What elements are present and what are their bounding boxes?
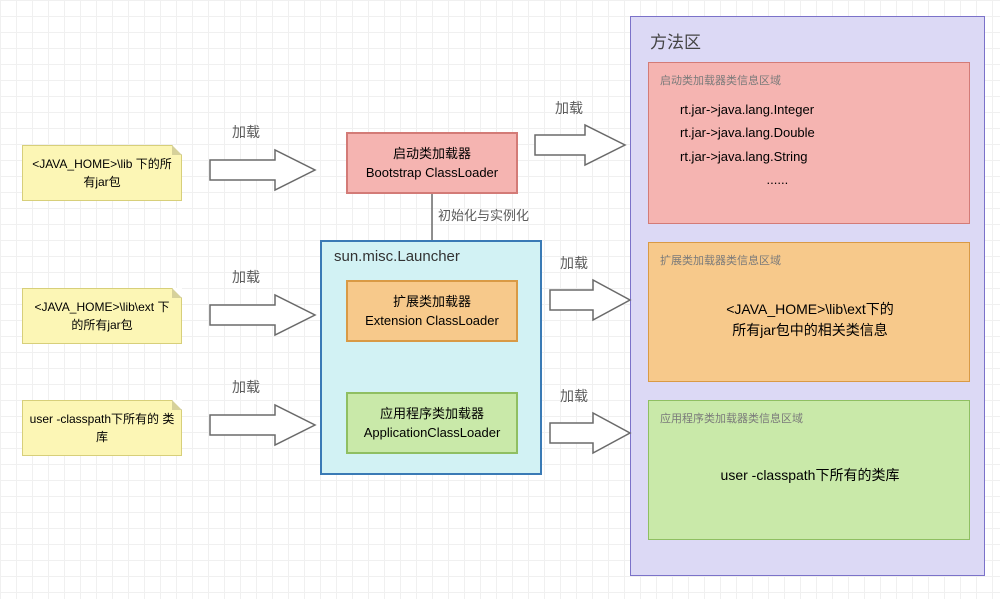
text: <JAVA_HOME>\lib\ext下的 所有jar包中的相关类信息 (726, 299, 894, 341)
note-label: <JAVA_HOME>\lib 下的所有jar包 (29, 155, 175, 191)
note-label: <JAVA_HOME>\lib\ext 下的所有jar包 (29, 298, 175, 334)
list-item: rt.jar->java.lang.Double (680, 121, 815, 144)
arrow-label: 加载 (232, 267, 260, 287)
arrow-label: 加载 (560, 253, 588, 273)
arrow-ext-method (545, 275, 635, 325)
list-item: rt.jar->java.lang.Integer (680, 98, 815, 121)
boot-region-title: 启动类加载器类信息区域 (660, 72, 781, 88)
init-label: 初始化与实例化 (438, 205, 529, 224)
loader-label: 应用程序类加载器 ApplicationClassLoader (364, 404, 501, 443)
note-lib: <JAVA_HOME>\lib 下的所有jar包 (22, 145, 182, 201)
arrow-n2-ext (205, 290, 320, 340)
arrow-label: 加载 (560, 386, 588, 406)
list-item: rt.jar->java.lang.String (680, 145, 815, 168)
method-area-title: 方法区 (650, 28, 701, 53)
text: user -classpath下所有的类库 (721, 465, 900, 486)
boot-class-list: rt.jar->java.lang.Integer rt.jar->java.l… (680, 98, 815, 192)
arrow-label: 加载 (555, 98, 583, 118)
app-region-title: 应用程序类加载器类信息区域 (660, 410, 803, 426)
arrow-n1-boot (205, 145, 320, 195)
app-region-text: user -classpath下所有的类库 (660, 440, 960, 510)
arrow-app-method (545, 408, 635, 458)
arrow-boot-method (530, 120, 630, 170)
extension-loader: 扩展类加载器 Extension ClassLoader (346, 280, 518, 342)
application-loader: 应用程序类加载器 ApplicationClassLoader (346, 392, 518, 454)
arrow-label: 加载 (232, 122, 260, 142)
arrow-n3-app (205, 400, 320, 450)
arrow-label: 加载 (232, 377, 260, 397)
bootstrap-loader: 启动类加载器 Bootstrap ClassLoader (346, 132, 518, 194)
loader-label: 扩展类加载器 Extension ClassLoader (365, 292, 499, 331)
note-classpath: user -classpath下所有的 类库 (22, 400, 182, 456)
note-lib-ext: <JAVA_HOME>\lib\ext 下的所有jar包 (22, 288, 182, 344)
list-item: ...... (680, 168, 815, 191)
note-label: user -classpath下所有的 类库 (29, 410, 175, 446)
ext-region-title: 扩展类加载器类信息区域 (660, 252, 781, 268)
launcher-title: sun.misc.Launcher (334, 248, 460, 265)
loader-label: 启动类加载器 Bootstrap ClassLoader (366, 144, 498, 183)
ext-region-text: <JAVA_HOME>\lib\ext下的 所有jar包中的相关类信息 (660, 280, 960, 360)
